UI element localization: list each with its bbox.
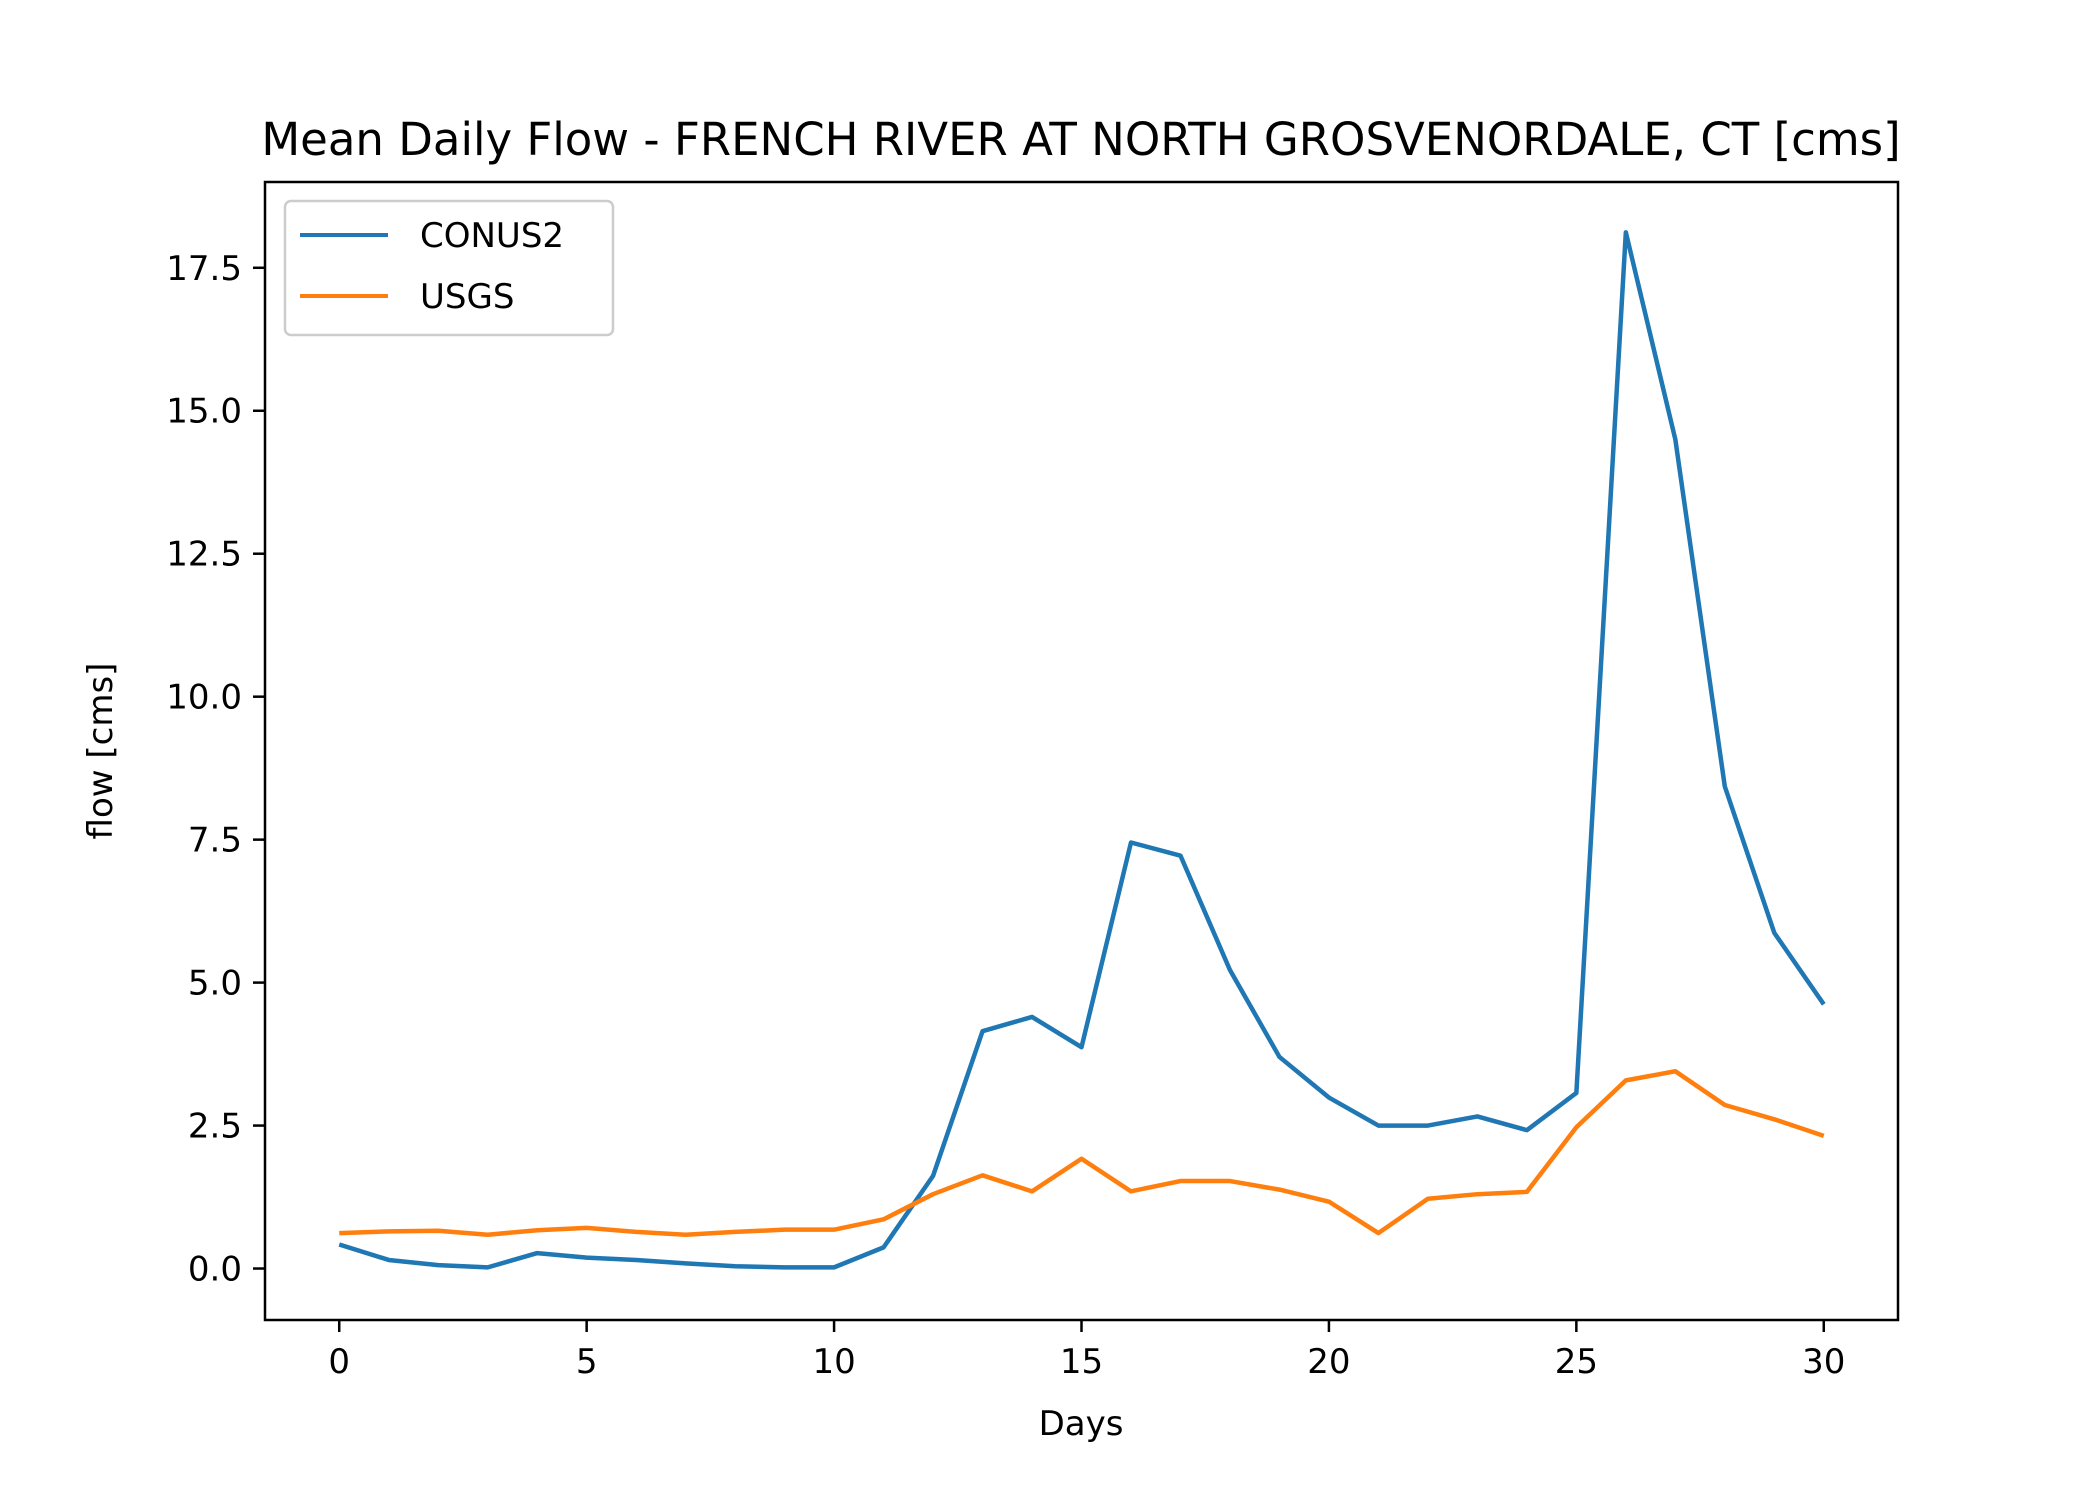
x-axis-label: Days (1039, 1404, 1124, 1444)
y-tick-label: 7.5 (188, 821, 242, 861)
legend-label-usgs: USGS (420, 277, 514, 317)
data-point-conus2 (732, 1263, 738, 1269)
x-tick-label: 20 (1307, 1342, 1350, 1382)
data-point-usgs (435, 1228, 441, 1234)
x-tick-label: 15 (1060, 1342, 1103, 1382)
data-point-conus2 (1474, 1113, 1480, 1119)
data-point-usgs (881, 1216, 887, 1222)
data-point-conus2 (1079, 1044, 1085, 1050)
data-point-conus2 (1573, 1090, 1579, 1096)
series-line-conus2 (338, 230, 1826, 1270)
y-tick-label: 17.5 (166, 249, 242, 289)
data-point-usgs (831, 1227, 837, 1233)
data-point-usgs (336, 1230, 342, 1236)
legend-label-conus2: CONUS2 (420, 216, 564, 256)
y-tick-label: 15.0 (166, 392, 242, 432)
data-point-usgs (1771, 1116, 1777, 1122)
data-point-usgs (386, 1228, 392, 1234)
data-point-conus2 (1722, 783, 1728, 789)
y-tick-label: 10.0 (166, 678, 242, 718)
data-point-conus2 (1821, 1001, 1827, 1007)
data-point-usgs (1821, 1133, 1827, 1139)
data-point-conus2 (1128, 840, 1134, 846)
data-point-conus2 (1771, 930, 1777, 936)
x-tick-label: 10 (812, 1342, 855, 1382)
y-tick-label: 2.5 (188, 1107, 242, 1147)
series-line-usgs (339, 1068, 1825, 1238)
data-point-usgs (1672, 1068, 1678, 1074)
data-point-usgs (1128, 1188, 1134, 1194)
data-point-conus2 (831, 1264, 837, 1270)
data-point-usgs (683, 1232, 689, 1238)
data-point-usgs (1623, 1077, 1629, 1083)
x-tick-label: 5 (576, 1342, 598, 1382)
data-point-usgs (980, 1172, 986, 1178)
data-point-usgs (584, 1225, 590, 1231)
x-tick-label: 30 (1802, 1342, 1845, 1382)
data-point-usgs (1573, 1124, 1579, 1130)
x-tick-label: 0 (328, 1342, 350, 1382)
data-point-conus2 (1375, 1123, 1381, 1129)
data-point-conus2 (1623, 229, 1629, 235)
data-point-conus2 (1672, 436, 1678, 442)
y-tick-label: 12.5 (166, 535, 242, 575)
x-axis: 0 5 10 15 20 25 30 (328, 1320, 1845, 1382)
data-point-usgs (930, 1191, 936, 1197)
data-point-conus2 (435, 1262, 441, 1268)
data-point-usgs (534, 1227, 540, 1233)
y-axis: 0.0 2.5 5.0 7.5 10.0 12.5 15.0 17.5 (166, 249, 265, 1290)
data-point-conus2 (584, 1255, 590, 1261)
x-tick-label: 25 (1555, 1342, 1598, 1382)
data-point-conus2 (633, 1257, 639, 1263)
data-point-conus2 (336, 1242, 342, 1248)
data-point-conus2 (386, 1257, 392, 1263)
data-point-conus2 (980, 1028, 986, 1034)
data-point-usgs (485, 1232, 491, 1238)
chart-title: Mean Daily Flow - FRENCH RIVER AT NORTH … (261, 113, 1900, 166)
data-point-usgs (1276, 1187, 1282, 1193)
data-point-conus2 (1524, 1127, 1530, 1133)
y-axis-label: flow [cms] (81, 663, 121, 840)
legend: CONUS2 USGS (283, 199, 615, 337)
data-point-usgs (1227, 1178, 1233, 1184)
data-point-conus2 (1425, 1123, 1431, 1129)
data-point-conus2 (1326, 1095, 1332, 1101)
data-point-usgs (1177, 1178, 1183, 1184)
data-point-usgs (1326, 1199, 1332, 1205)
data-point-usgs (1722, 1102, 1728, 1108)
data-point-conus2 (683, 1260, 689, 1266)
data-point-conus2 (930, 1173, 936, 1179)
data-point-usgs (782, 1227, 788, 1233)
y-tick-label: 0.0 (188, 1250, 242, 1290)
data-point-conus2 (881, 1244, 887, 1250)
data-point-conus2 (1276, 1054, 1282, 1060)
data-point-conus2 (1177, 853, 1183, 859)
data-point-conus2 (1029, 1014, 1035, 1020)
data-point-usgs (1375, 1230, 1381, 1236)
data-point-usgs (732, 1229, 738, 1235)
data-point-conus2 (1227, 967, 1233, 973)
data-point-conus2 (534, 1250, 540, 1256)
plot-area (336, 229, 1827, 1270)
data-point-usgs (1474, 1191, 1480, 1197)
plot-frame (263, 180, 1900, 1322)
data-point-usgs (1425, 1196, 1431, 1202)
data-point-usgs (1524, 1189, 1530, 1195)
data-point-usgs (1079, 1156, 1085, 1162)
y-tick-label: 5.0 (188, 964, 242, 1004)
data-point-conus2 (485, 1264, 491, 1270)
data-point-usgs (633, 1229, 639, 1235)
data-point-usgs (1029, 1188, 1035, 1194)
data-point-conus2 (782, 1264, 788, 1270)
